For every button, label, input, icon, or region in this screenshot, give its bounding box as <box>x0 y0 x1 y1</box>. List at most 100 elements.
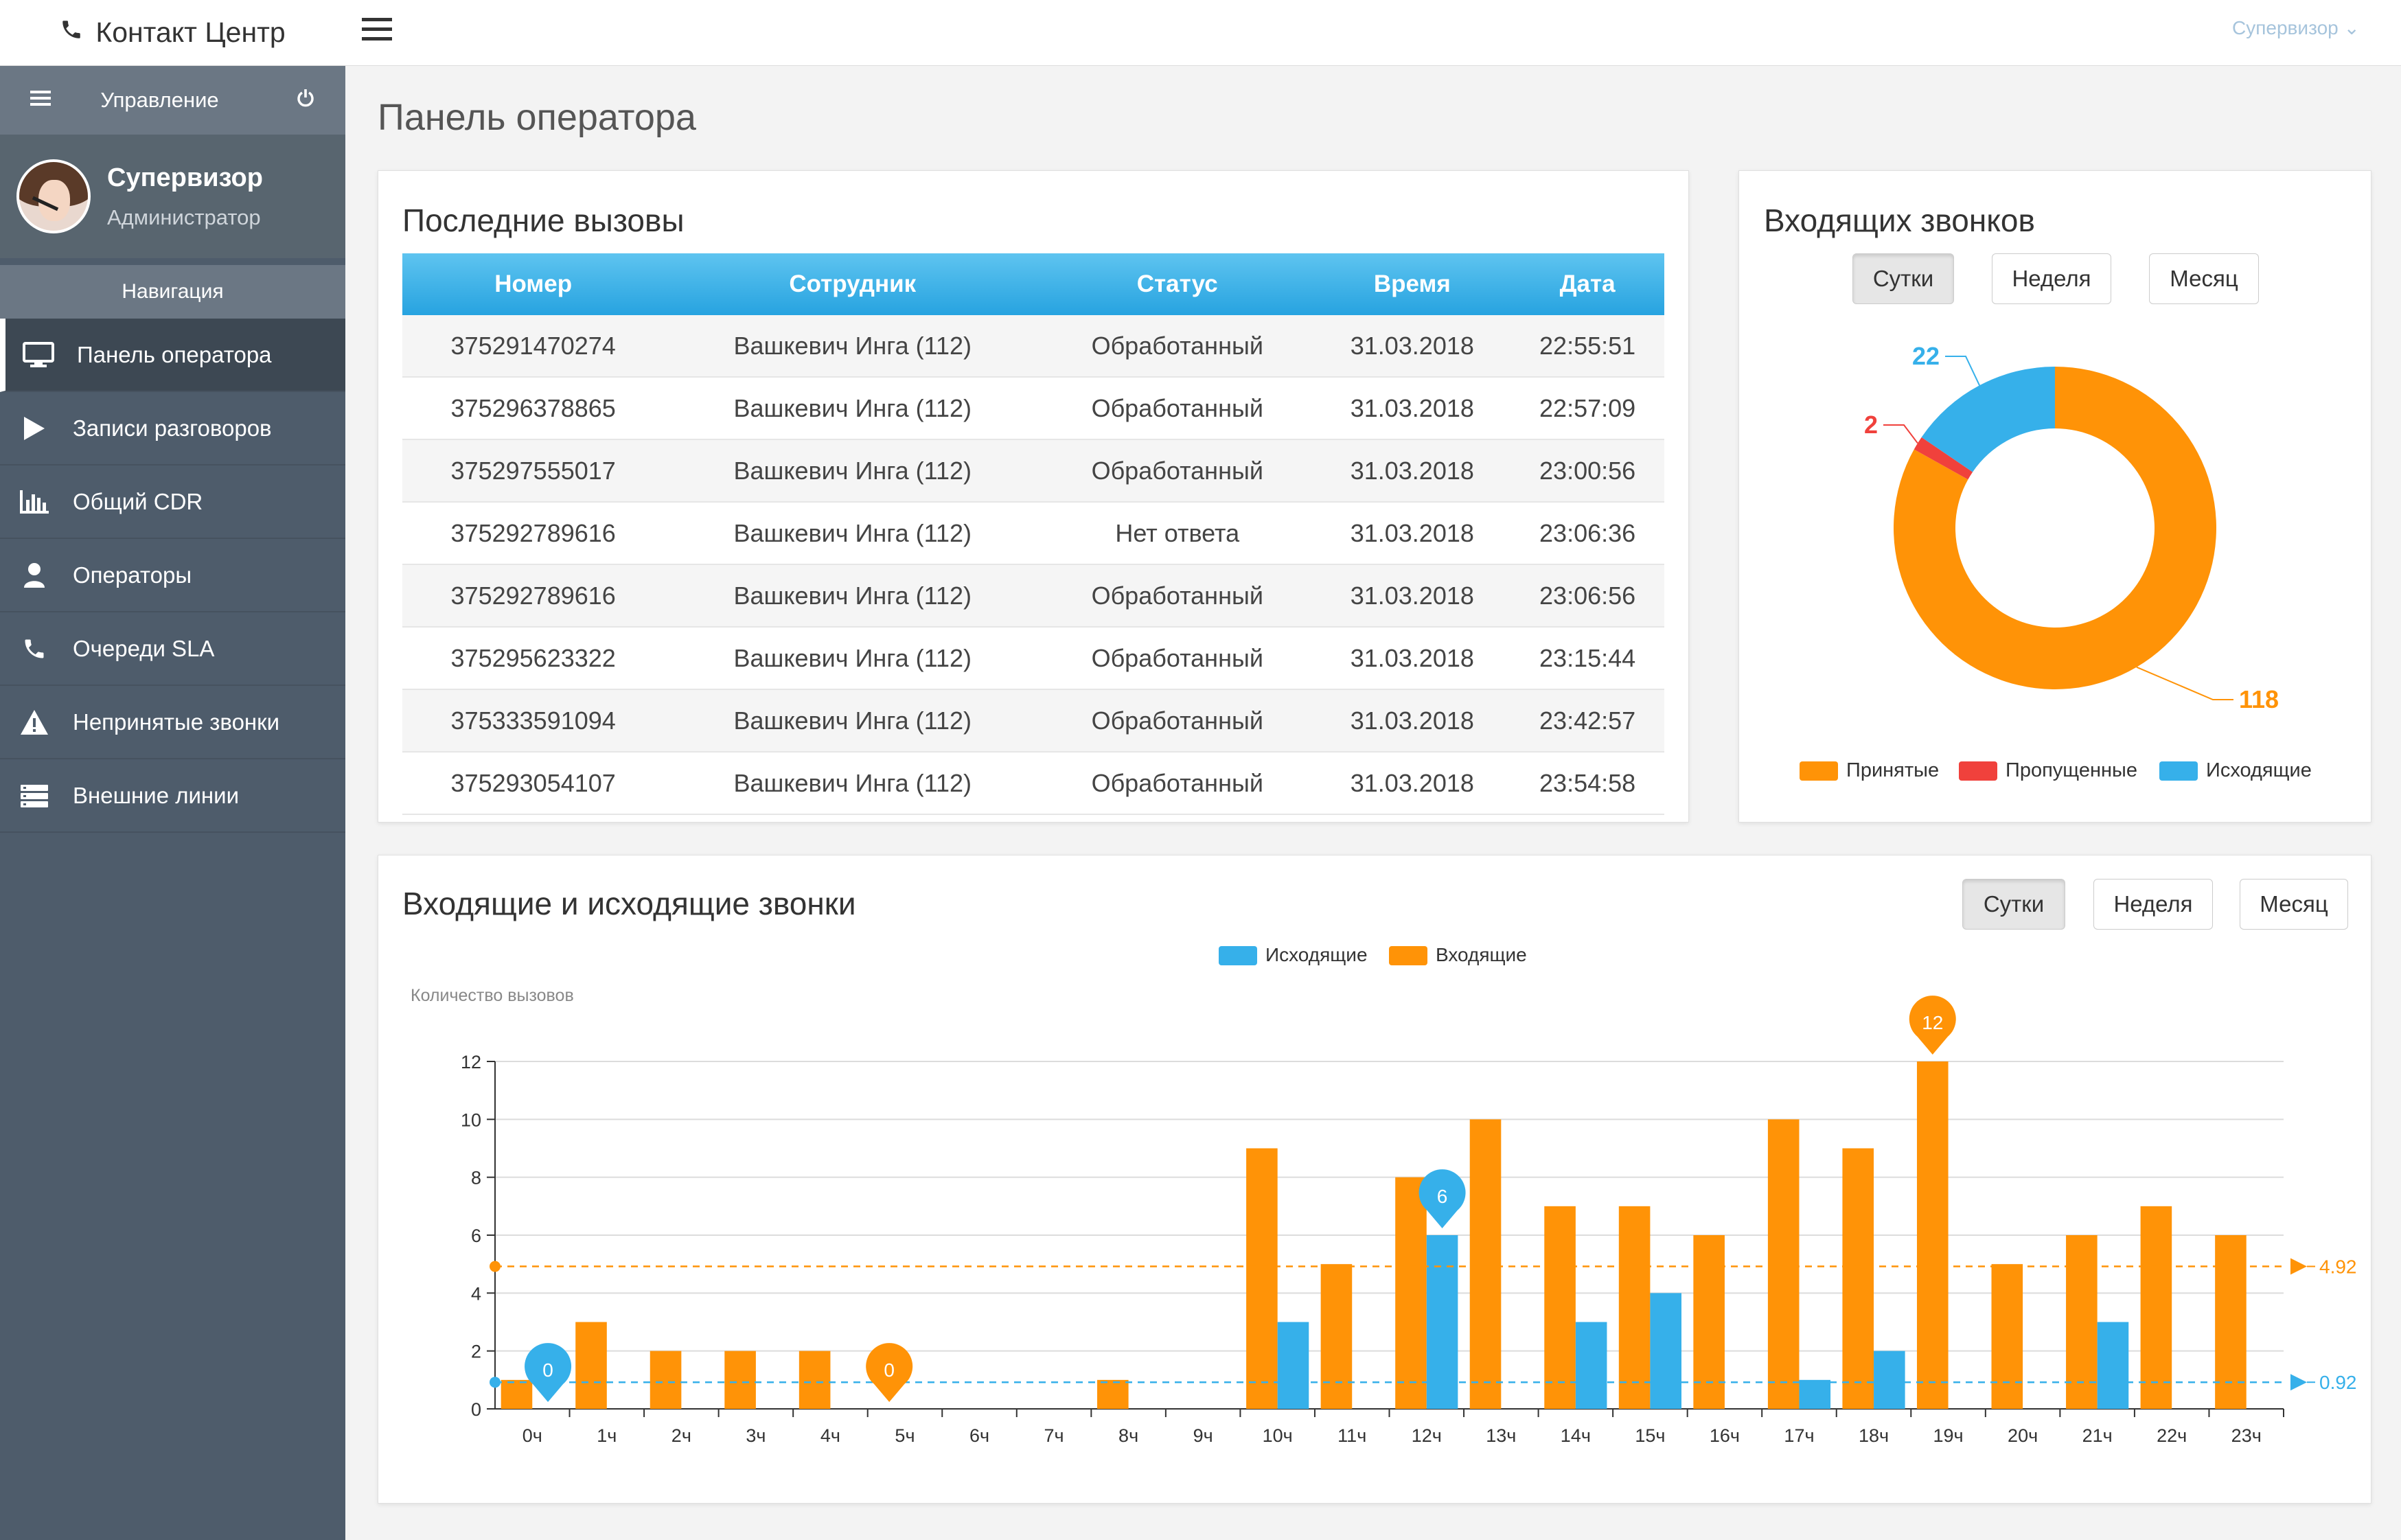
x-tick-label: 7ч <box>1044 1425 1064 1446</box>
table-row[interactable]: 375292789616 Вашкевич Инга (112) Обработан… <box>402 564 1664 628</box>
sidebar-item-label: Общий CDR <box>73 488 203 514</box>
bar-incoming[interactable] <box>1693 1235 1725 1409</box>
value-pin[interactable] <box>866 1343 913 1402</box>
table-row[interactable]: 375295623322 Вашкевич Инга (112) Обработан… <box>402 627 1664 690</box>
legend-swatch <box>1959 761 1997 781</box>
table-cell: 23:42:57 <box>1510 689 1664 752</box>
value-pin[interactable] <box>1909 996 1956 1055</box>
nav-header: Навигация <box>0 265 345 319</box>
bar-incoming[interactable] <box>575 1322 607 1410</box>
bar-outgoing[interactable] <box>1650 1293 1681 1409</box>
bar-incoming[interactable] <box>1991 1264 2023 1409</box>
sidebar-item-sla-queues[interactable]: Очереди SLA <box>0 612 345 686</box>
average-marker <box>490 1261 501 1272</box>
table-cell: Вашкевич Инга (112) <box>664 315 1042 378</box>
recent-calls-panel: Последние вызовы Номер Сотрудник Статус … <box>378 170 1689 823</box>
bar-incoming[interactable] <box>2066 1235 2098 1409</box>
table-cell: 31.03.2018 <box>1313 502 1511 565</box>
sidebar-item-missed-calls[interactable]: Непринятые звонки <box>0 686 345 759</box>
bar-incoming[interactable] <box>1618 1206 1651 1409</box>
play-icon <box>18 415 51 442</box>
x-tick-label: 2ч <box>671 1425 691 1446</box>
bar-outgoing[interactable] <box>1426 1235 1458 1409</box>
column-header[interactable]: Дата <box>1510 253 1664 315</box>
table-row[interactable]: 375292789616 Вашкевич Инга (112) Нет ответ… <box>402 502 1664 565</box>
bar-incoming[interactable] <box>799 1351 831 1409</box>
power-icon[interactable] <box>296 88 315 113</box>
bar-incoming[interactable] <box>1916 1061 1949 1409</box>
legend-label: Пропущенные <box>2006 759 2137 781</box>
warning-icon <box>18 709 51 736</box>
column-header[interactable]: Время <box>1313 253 1511 315</box>
y-tick-label: 8 <box>471 1168 481 1188</box>
table-row[interactable]: 375293054107 Вашкевич Инга (112) Обработан… <box>402 752 1664 815</box>
sidebar-item-operators[interactable]: Операторы <box>0 539 345 612</box>
bar-incoming[interactable] <box>2140 1206 2172 1409</box>
bar-incoming[interactable] <box>1842 1148 1874 1410</box>
bar-incoming[interactable] <box>2215 1235 2247 1409</box>
y-tick-label: 12 <box>461 1052 481 1072</box>
value-pin[interactable] <box>1418 1169 1466 1228</box>
bar-outgoing[interactable] <box>1277 1322 1309 1410</box>
month-button[interactable]: Месяц <box>2240 879 2348 930</box>
bar-outgoing[interactable] <box>1874 1351 1905 1409</box>
x-tick-label: 15ч <box>1635 1425 1665 1446</box>
pin-label: 6 <box>1437 1186 1448 1207</box>
legend-swatch <box>1219 946 1257 965</box>
week-button[interactable]: Неделя <box>2093 879 2213 930</box>
user-icon <box>18 562 51 589</box>
sidebar-item-recordings[interactable]: Записи разговоров <box>0 392 345 466</box>
user-menu[interactable]: Супервизор ⌄ <box>2232 16 2360 39</box>
column-header[interactable]: Номер <box>402 253 665 315</box>
x-tick-label: 22ч <box>2157 1425 2187 1446</box>
phone-icon <box>18 635 51 663</box>
brand[interactable]: Контакт Центр <box>0 0 345 66</box>
recent-calls-table: Номер Сотрудник Статус Время Дата 375291… <box>402 253 1664 815</box>
sidebar-item-operator-panel[interactable]: Панель оператора <box>0 319 345 392</box>
x-tick-label: 23ч <box>2231 1425 2262 1446</box>
day-button[interactable]: Сутки <box>1962 879 2065 930</box>
table-cell: 31.03.2018 <box>1313 439 1511 503</box>
calls-chart-panel: Входящие и исходящие звонки Сутки Неделя… <box>378 855 2371 1504</box>
bar-incoming[interactable] <box>1469 1119 1502 1409</box>
table-row[interactable]: 375333591094 Вашкевич Инга (112) Обработан… <box>402 689 1664 752</box>
month-button[interactable]: Месяц <box>2149 253 2259 304</box>
bar-incoming[interactable] <box>1320 1264 1353 1409</box>
bar-incoming[interactable] <box>1097 1379 1129 1409</box>
user-role: Администратор <box>107 205 261 229</box>
bar-incoming[interactable] <box>1395 1177 1427 1409</box>
x-tick-label: 18ч <box>1859 1425 1889 1446</box>
bar-incoming[interactable] <box>650 1351 682 1409</box>
value-pin[interactable] <box>525 1343 572 1402</box>
pie-slice-2[interactable] <box>1914 437 1973 480</box>
table-row[interactable]: 375291470274 Вашкевич Инга (112) Обработан… <box>402 315 1664 378</box>
bar-incoming[interactable] <box>501 1379 533 1409</box>
bar-incoming[interactable] <box>1544 1206 1576 1409</box>
bar-incoming[interactable] <box>724 1351 756 1409</box>
table-row[interactable]: 375297555017 Вашкевич Инга (112) Обработан… <box>402 439 1664 503</box>
table-cell: 31.03.2018 <box>1313 627 1511 690</box>
week-button[interactable]: Неделя <box>1992 253 2111 304</box>
sidebar-item-external-lines[interactable]: Внешние линии <box>0 759 345 833</box>
table-row[interactable]: 375296378865 Вашкевич Инга (112) Обработан… <box>402 377 1664 440</box>
average-label: 4.92 <box>2319 1256 2357 1278</box>
pie-slice-1[interactable] <box>1894 367 2216 689</box>
bar-incoming[interactable] <box>1767 1119 1800 1409</box>
hamburger-icon[interactable] <box>362 18 392 47</box>
x-tick-label: 12ч <box>1412 1425 1442 1446</box>
y-tick-label: 4 <box>471 1283 481 1304</box>
menu-icon[interactable] <box>30 88 51 113</box>
day-button[interactable]: Сутки <box>1852 253 1954 304</box>
column-header[interactable]: Сотрудник <box>664 253 1042 315</box>
bar-outgoing[interactable] <box>1575 1322 1607 1410</box>
user-menu-label: Супервизор <box>2232 17 2339 38</box>
column-header[interactable]: Статус <box>1041 253 1314 315</box>
bar-chart: Количество вызовов Исходящие Входящие 0 2 4 6 8… <box>411 944 2357 1446</box>
bar-outgoing[interactable] <box>1799 1379 1831 1409</box>
sidebar-item-cdr[interactable]: Общий CDR <box>0 466 345 539</box>
panel-title: Последние вызовы <box>402 203 685 238</box>
pie-slice-3[interactable] <box>1921 367 2055 472</box>
bar-incoming[interactable] <box>1246 1148 1278 1410</box>
bar-outgoing[interactable] <box>2097 1322 2129 1410</box>
monitor-icon <box>22 341 55 369</box>
